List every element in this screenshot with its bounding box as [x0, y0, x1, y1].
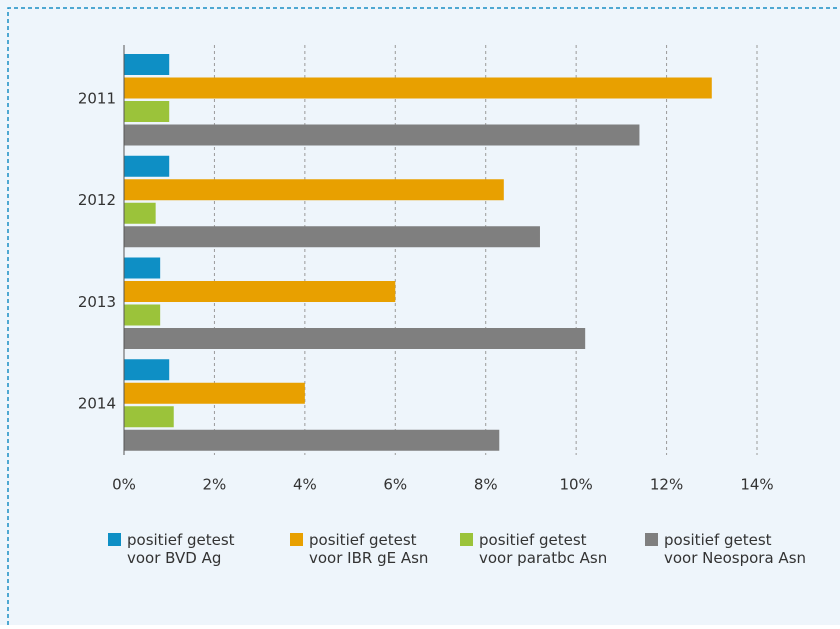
bar [124, 304, 161, 326]
x-tick-label: 14% [740, 476, 773, 494]
legend-swatch [108, 533, 121, 546]
x-tick-label: 4% [293, 476, 317, 494]
bar [124, 179, 504, 201]
bar [124, 382, 305, 404]
bar [124, 281, 396, 302]
bar [124, 257, 161, 279]
bar [124, 54, 170, 75]
y-tick-label: 2011 [78, 89, 116, 107]
y-tick-label: 2014 [78, 395, 116, 413]
y-tick-label: 2013 [78, 293, 116, 311]
bar [124, 202, 156, 224]
bar [124, 124, 640, 146]
bar [124, 328, 586, 349]
bar [124, 406, 174, 428]
legend-label: positief getest voor IBR gE Asn [309, 531, 428, 567]
bar [124, 77, 712, 99]
legend-swatch [645, 533, 658, 546]
y-tick-label: 2012 [78, 191, 116, 209]
legend-swatch [290, 533, 303, 546]
x-tick-label: 2% [203, 476, 227, 494]
x-tick-label: 12% [650, 476, 683, 494]
bar [124, 429, 500, 451]
x-tick-label: 10% [559, 476, 592, 494]
x-tick-label: 8% [474, 476, 498, 494]
bar [124, 155, 170, 177]
x-tick-label: 0% [112, 476, 136, 494]
x-tick-label: 6% [383, 476, 407, 494]
legend-swatch [460, 533, 473, 546]
frame [7, 7, 840, 625]
bar [124, 359, 170, 381]
legend-label: positief getest voor Neospora Asn [664, 531, 806, 567]
bar [124, 226, 540, 248]
legend-label: positief getest voor paratbc Asn [479, 531, 607, 567]
legend-label: positief getest voor BVD Ag [127, 531, 235, 567]
bar [124, 101, 170, 122]
